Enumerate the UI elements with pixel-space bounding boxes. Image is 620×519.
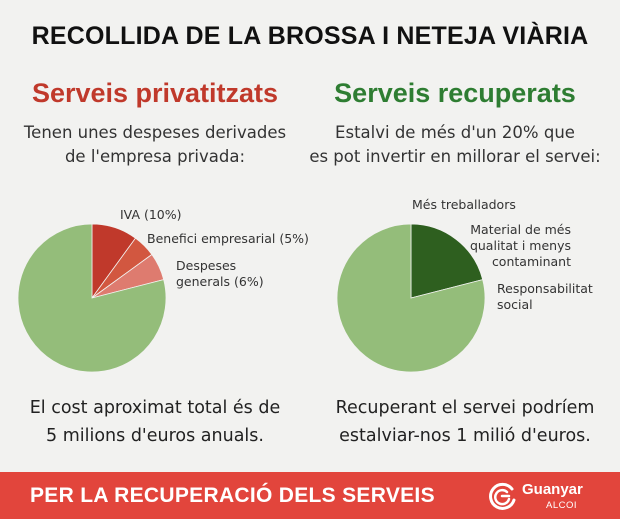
- recovered-description: Estalvi de més d'un 20% que es pot inver…: [309, 123, 601, 166]
- recovered-pie-chart: [336, 223, 486, 373]
- pie-label-iva: IVA (10%): [120, 207, 182, 222]
- privatized-heading: Serveis privatitzats: [31, 78, 279, 108]
- privatized-column: Serveis privatitzats Tenen unes despeses…: [5, 78, 305, 169]
- logo-subtitle: ALCOI: [546, 500, 578, 511]
- footer-banner: PER LA RECUPERACIÓ DELS SERVEIS Guanyar …: [0, 472, 620, 519]
- privatized-slice-3: [17, 223, 167, 373]
- privatized-cost-text: El cost aproximat total és de 5 milions …: [29, 398, 281, 446]
- recovered-slice-0: [410, 223, 484, 299]
- privatized-pie-chart: [17, 223, 167, 373]
- recovered-savings-text: Recuperant el servei podríem estalviar-n…: [335, 398, 595, 446]
- annotation-material: Material de més qualitat i menys contami…: [469, 222, 571, 269]
- recovered-heading: Serveis recuperats: [334, 78, 576, 108]
- pie-label-benefici: Benefici empresarial (5%): [147, 231, 309, 246]
- annotation-responsabilitat: Responsabilitat social: [497, 281, 593, 312]
- banner-slogan: PER LA RECUPERACIÓ DELS SERVEIS: [30, 484, 435, 507]
- privatized-description: Tenen unes despeses derivades de l'empre…: [23, 123, 287, 166]
- page-title: RECOLLIDA DE LA BROSSA I NETEJA VIÀRIA: [31, 22, 589, 50]
- annotation-mes-treballadors: Més treballadors: [412, 197, 516, 212]
- recovered-slice-1: [336, 223, 486, 373]
- recovered-column: Serveis recuperats Estalvi de més d'un 2…: [305, 78, 605, 169]
- logo-name: Guanyar: [522, 481, 583, 498]
- pie-label-despeses: Despeses generals (6%): [176, 258, 264, 289]
- guanyar-logo-icon: [489, 482, 516, 510]
